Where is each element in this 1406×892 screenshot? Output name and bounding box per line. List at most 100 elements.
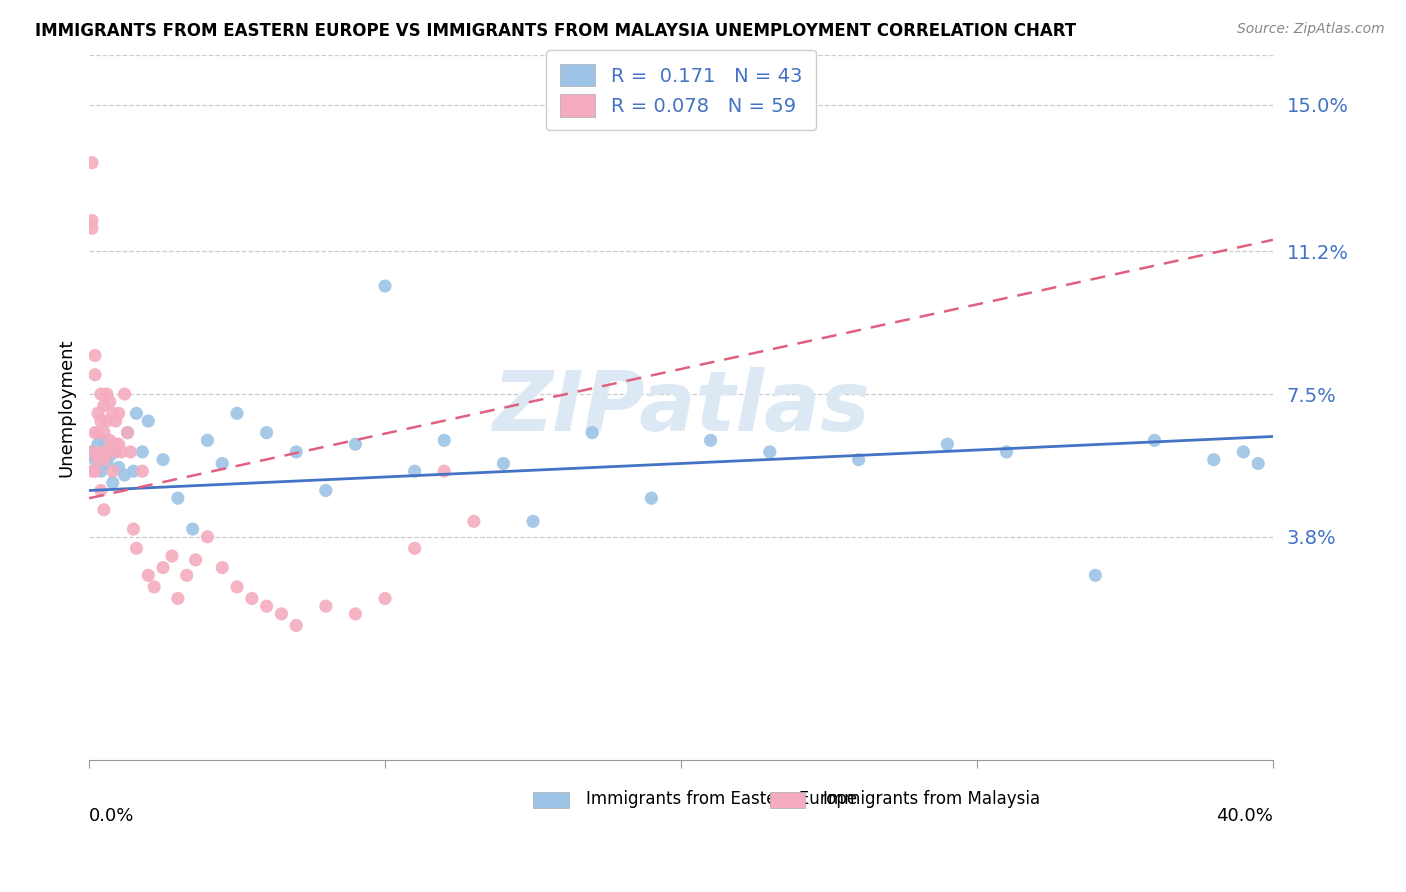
Legend: R =  0.171   N = 43, R = 0.078   N = 59: R = 0.171 N = 43, R = 0.078 N = 59 <box>547 50 815 130</box>
Point <box>84 464 107 478</box>
Text: Immigrants from Eastern Europe: Immigrants from Eastern Europe <box>586 790 858 808</box>
Point <box>640 491 662 506</box>
Point <box>759 445 782 459</box>
Point <box>101 445 124 459</box>
Point <box>143 580 166 594</box>
Point <box>80 213 103 227</box>
Point <box>184 553 207 567</box>
Point <box>848 452 870 467</box>
FancyBboxPatch shape <box>770 792 806 808</box>
Point <box>374 279 396 293</box>
Point <box>256 599 278 614</box>
Point <box>104 414 127 428</box>
Point <box>84 452 107 467</box>
Text: 0.0%: 0.0% <box>89 806 135 825</box>
Point <box>211 457 233 471</box>
Point <box>104 437 127 451</box>
Point <box>136 568 159 582</box>
Point <box>117 425 139 440</box>
Point <box>90 414 112 428</box>
Point <box>96 387 118 401</box>
Point <box>197 434 219 448</box>
Point <box>1202 452 1225 467</box>
Point <box>181 522 204 536</box>
Text: IMMIGRANTS FROM EASTERN EUROPE VS IMMIGRANTS FROM MALAYSIA UNEMPLOYMENT CORRELAT: IMMIGRANTS FROM EASTERN EUROPE VS IMMIGR… <box>35 22 1076 40</box>
Point <box>93 399 115 413</box>
Point <box>131 445 153 459</box>
FancyBboxPatch shape <box>533 792 568 808</box>
Point <box>699 434 721 448</box>
Point <box>98 449 121 463</box>
Point <box>101 464 124 478</box>
Point <box>1084 568 1107 582</box>
Point <box>1232 445 1254 459</box>
Point <box>285 445 308 459</box>
Point <box>87 437 110 451</box>
Point <box>80 155 103 169</box>
Point <box>80 445 103 459</box>
Point <box>240 591 263 606</box>
Point <box>122 522 145 536</box>
Point <box>160 549 183 563</box>
Point <box>80 445 103 459</box>
Point <box>136 414 159 428</box>
Point <box>114 468 136 483</box>
Point <box>98 434 121 448</box>
Point <box>93 425 115 440</box>
Point <box>122 464 145 478</box>
Point <box>166 591 188 606</box>
Point <box>104 445 127 459</box>
Point <box>90 483 112 498</box>
Point <box>433 434 456 448</box>
Point <box>995 445 1018 459</box>
Point <box>1143 434 1166 448</box>
Point <box>315 599 337 614</box>
Point <box>374 591 396 606</box>
Point <box>581 425 603 440</box>
Point <box>90 445 112 459</box>
Point <box>344 437 367 451</box>
Point <box>211 560 233 574</box>
Point <box>197 530 219 544</box>
Point <box>256 425 278 440</box>
Point <box>90 387 112 401</box>
Point <box>98 394 121 409</box>
Point <box>84 349 107 363</box>
Point <box>936 437 959 451</box>
Point <box>84 425 107 440</box>
Point <box>344 607 367 621</box>
Point <box>131 464 153 478</box>
Point <box>522 514 544 528</box>
Text: Source: ZipAtlas.com: Source: ZipAtlas.com <box>1237 22 1385 37</box>
Point <box>93 434 115 448</box>
Point <box>152 560 174 574</box>
Point <box>117 425 139 440</box>
Point <box>114 387 136 401</box>
Point <box>80 221 103 235</box>
Point <box>125 541 148 556</box>
Point <box>463 514 485 528</box>
Point <box>226 580 249 594</box>
Point <box>101 406 124 420</box>
Text: Immigrants from Malaysia: Immigrants from Malaysia <box>823 790 1040 808</box>
Point <box>87 425 110 440</box>
Point <box>433 464 456 478</box>
Point <box>87 406 110 420</box>
Point <box>111 445 134 459</box>
Point <box>315 483 337 498</box>
Text: ZIPatlas: ZIPatlas <box>492 368 870 448</box>
Point <box>120 445 142 459</box>
Point <box>404 464 426 478</box>
Point <box>166 491 188 506</box>
Point <box>107 437 129 451</box>
Point <box>107 406 129 420</box>
Point <box>96 457 118 471</box>
Point <box>492 457 515 471</box>
Text: 40.0%: 40.0% <box>1216 806 1272 825</box>
Point <box>107 460 129 475</box>
Point <box>285 618 308 632</box>
Point <box>152 452 174 467</box>
Point <box>87 452 110 467</box>
Point <box>176 568 198 582</box>
Point <box>80 464 103 478</box>
